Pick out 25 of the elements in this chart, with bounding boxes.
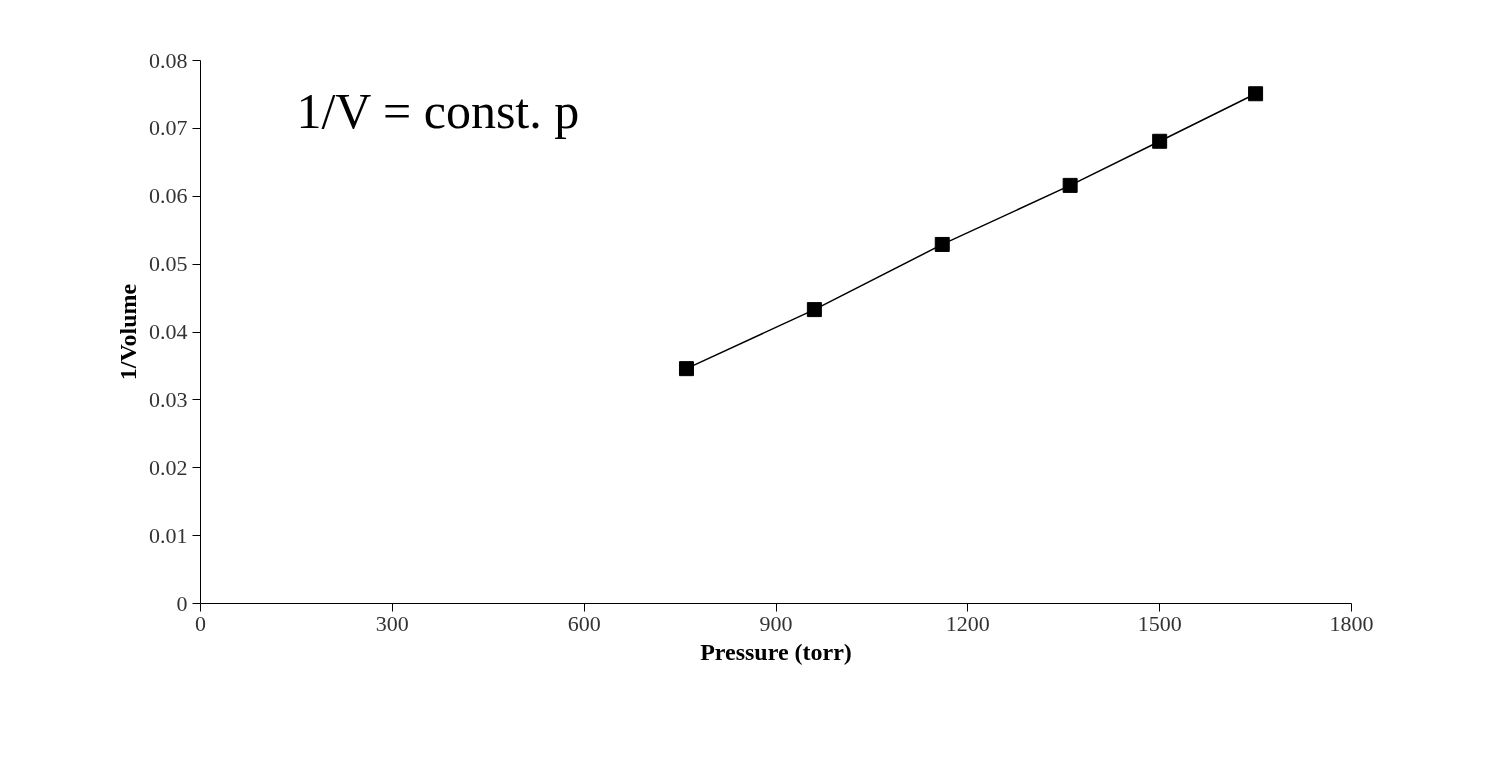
x-tick-label: 600: [567, 610, 601, 636]
point: [806, 302, 822, 318]
x-tick-label: 1500: [1137, 610, 1182, 636]
y-tick-label: 0.03: [149, 386, 188, 412]
point: [678, 361, 694, 377]
x-axis-title: Pressure (torr): [700, 638, 852, 665]
y-tick-label: 0.01: [149, 522, 188, 548]
y-tick-label: 0.07: [149, 115, 188, 141]
y-tick-label: 0.08: [149, 47, 188, 73]
x-tick-label: 900: [759, 610, 793, 636]
point: [1248, 86, 1264, 102]
x-tick-label: 1200: [945, 610, 990, 636]
point: [934, 236, 950, 252]
y-axis-title: 1/Volume: [115, 283, 141, 381]
x-tick-label: 300: [375, 610, 409, 636]
y-tick-label: 0: [176, 590, 188, 616]
y-tick-label: 0.06: [149, 183, 188, 209]
y-tick-label: 0.05: [149, 251, 188, 277]
point: [1152, 133, 1168, 149]
point: [1062, 177, 1078, 193]
annotation: 1/V = const. p: [296, 83, 580, 140]
y-tick-label: 0.02: [149, 454, 188, 480]
y-tick-label: 0.04: [149, 319, 188, 344]
x-tick-label: 0: [195, 610, 206, 636]
x-tick-label: 1800: [1329, 610, 1374, 636]
